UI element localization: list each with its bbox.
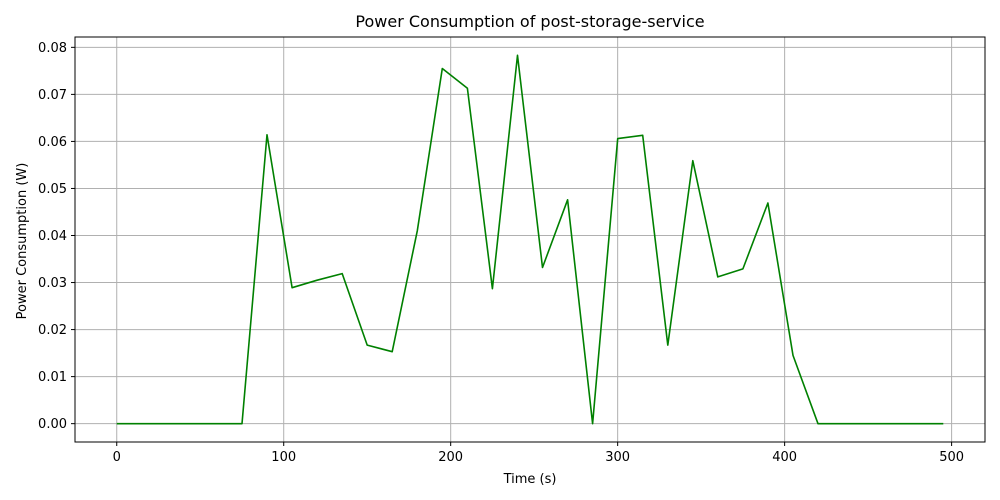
y-tick-label: 0.06 [38,135,67,150]
grid [75,37,985,442]
x-axis-ticks: 0 100 200 300 400 500 [113,442,964,465]
chart-title: Power Consumption of post-storage-servic… [355,12,704,31]
y-tick-label: 0.01 [38,370,67,385]
x-tick-label: 100 [271,450,296,465]
series-line [116,54,944,425]
y-tick-label: 0.07 [38,88,67,103]
y-tick-label: 0.08 [38,41,67,56]
x-tick-label: 300 [605,450,630,465]
x-tick-label: 400 [772,450,797,465]
x-axis-label: Time (s) [503,472,557,487]
x-tick-label: 500 [939,450,964,465]
y-tick-label: 0.05 [38,182,67,197]
series-line-group [116,54,944,425]
x-tick-label: 200 [438,450,463,465]
y-axis-ticks: 0.00 0.01 0.02 0.03 0.04 0.05 0.06 0.07 0.08 [38,41,75,432]
y-tick-label: 0.03 [38,276,67,291]
y-tick-label: 0.02 [38,323,67,338]
plot-frame [74,36,986,443]
y-tick-label: 0.00 [38,417,67,432]
x-tick-label: 0 [113,450,121,465]
y-tick-label: 0.04 [38,229,67,244]
y-axis-label: Power Consumption (W) [15,163,30,320]
